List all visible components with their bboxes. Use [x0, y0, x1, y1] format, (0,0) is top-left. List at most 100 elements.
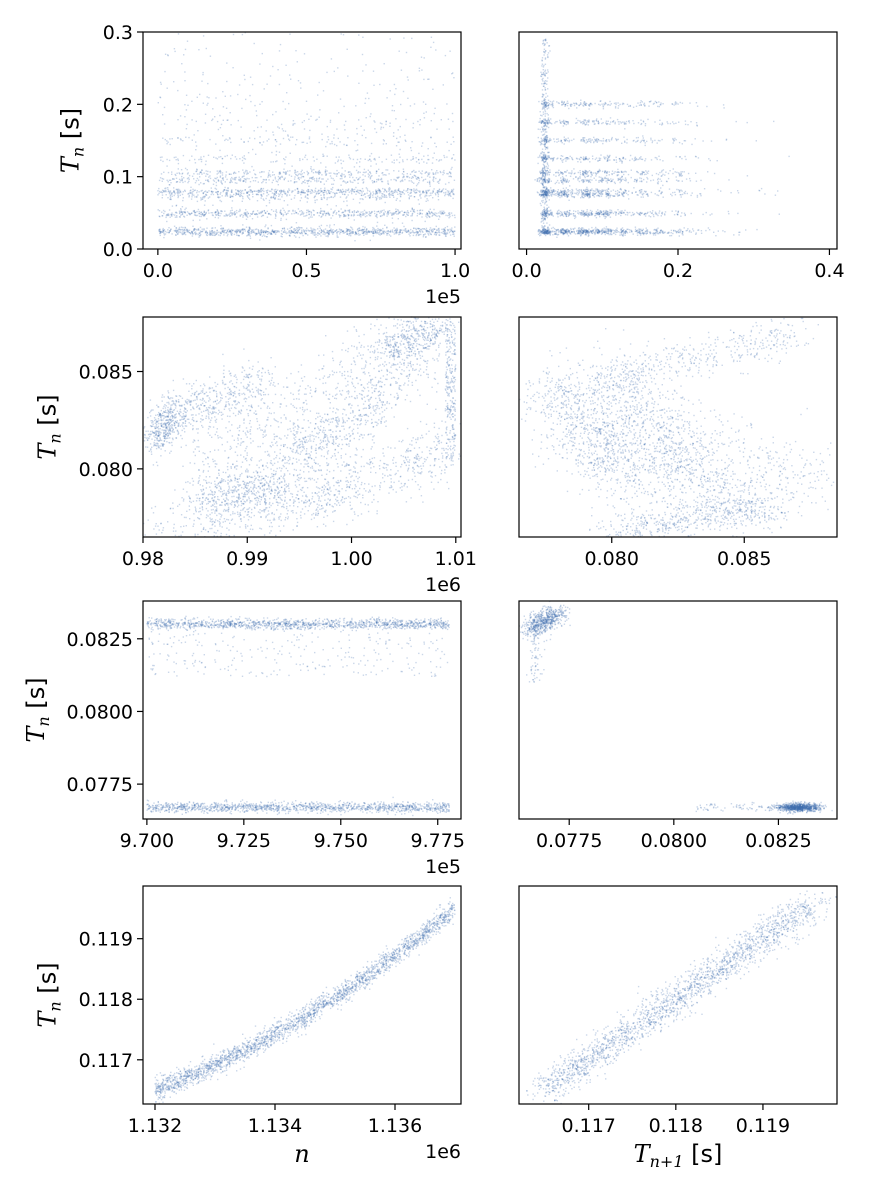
data-point [394, 230, 396, 232]
data-point [190, 192, 192, 194]
data-point [579, 158, 581, 161]
data-point [547, 122, 549, 124]
data-point [609, 194, 611, 197]
data-point [427, 215, 430, 217]
data-point [363, 231, 366, 233]
data-point [557, 191, 559, 193]
data-point [450, 173, 452, 175]
data-point [182, 154, 185, 157]
data-point [265, 130, 267, 132]
data-point [304, 182, 306, 184]
data-point [307, 209, 309, 211]
data-point [344, 210, 346, 213]
data-point [164, 190, 166, 193]
data-point [387, 210, 389, 212]
data-point [402, 160, 404, 163]
data-point [616, 193, 618, 196]
data-point [413, 169, 415, 172]
data-point [362, 171, 365, 174]
data-point [603, 210, 605, 212]
data-point [176, 188, 178, 191]
data-point [202, 102, 204, 104]
data-point [587, 193, 589, 196]
data-point [540, 193, 543, 195]
data-point [310, 180, 312, 183]
data-point [583, 141, 586, 143]
data-point [309, 191, 311, 193]
data-point [332, 229, 334, 231]
data-point [242, 228, 244, 231]
data-point [387, 230, 389, 232]
data-point [384, 231, 387, 233]
data-point [357, 210, 359, 212]
data-point [308, 217, 310, 219]
data-point [437, 190, 439, 193]
data-point [201, 198, 204, 200]
data-point [451, 230, 453, 233]
data-point [425, 236, 427, 238]
data-point [561, 229, 564, 231]
data-point [345, 197, 347, 199]
data-point [453, 77, 455, 79]
data-point [162, 114, 164, 116]
data-point [636, 232, 638, 234]
data-point [300, 87, 302, 89]
data-point [276, 230, 278, 232]
data-point [253, 169, 255, 171]
data-point [444, 233, 446, 235]
data-point [400, 229, 402, 231]
data-point [696, 105, 699, 107]
data-point [416, 209, 419, 212]
data-point [564, 193, 566, 195]
data-point [548, 232, 551, 235]
data-point [356, 191, 359, 193]
data-point [568, 212, 570, 214]
data-point [434, 228, 436, 230]
data-point [599, 179, 601, 182]
data-point [329, 143, 331, 145]
data-point [211, 229, 213, 232]
data-point [296, 232, 298, 234]
data-point [289, 33, 291, 35]
data-point [273, 195, 275, 197]
data-point [179, 194, 181, 196]
data-point [332, 211, 335, 213]
data-point [372, 191, 374, 193]
data-point [389, 188, 391, 190]
data-point [419, 124, 421, 126]
data-point [241, 229, 244, 231]
data-point [544, 212, 546, 215]
data-point [175, 231, 178, 234]
data-point [338, 210, 340, 212]
data-point [334, 209, 336, 212]
data-point [563, 232, 565, 235]
data-point [385, 158, 388, 160]
data-point [311, 170, 313, 173]
data-point [166, 213, 169, 215]
data-point [658, 210, 661, 212]
data-point [624, 209, 626, 212]
data-point [382, 172, 384, 174]
data-point [629, 231, 631, 233]
data-point [452, 233, 454, 235]
data-point [406, 175, 408, 178]
data-point [409, 192, 411, 194]
data-point [662, 232, 664, 234]
data-point [249, 198, 251, 201]
data-point [774, 194, 777, 196]
data-point [636, 230, 638, 232]
data-point [226, 178, 228, 181]
data-point [424, 196, 426, 198]
data-point [421, 216, 423, 218]
data-point [237, 194, 240, 196]
data-point [620, 171, 623, 173]
data-point [657, 194, 660, 197]
data-point [432, 172, 434, 174]
data-point [602, 106, 605, 108]
data-point [435, 49, 437, 51]
data-point [544, 160, 547, 162]
data-point [547, 101, 549, 104]
data-point [206, 232, 209, 234]
data-point [193, 173, 195, 175]
data-point [597, 191, 599, 193]
